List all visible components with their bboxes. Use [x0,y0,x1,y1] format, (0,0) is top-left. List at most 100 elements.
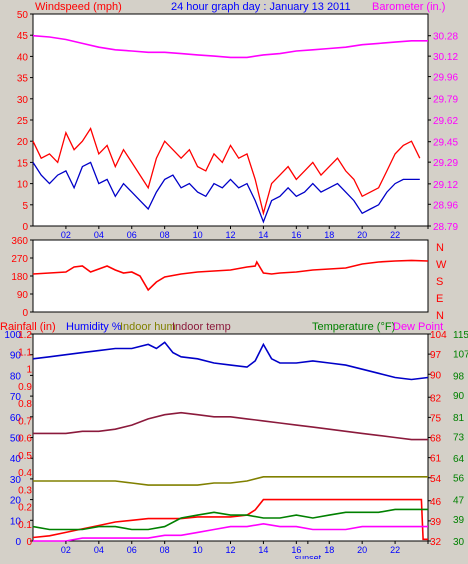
baro-y-tick-label: 29.79 [433,94,458,105]
climate-x-label: 08 [160,545,170,555]
dew-point-label: Dew Point [393,321,443,333]
wind-x-label: 04 [94,230,104,240]
rain-y-tick-label: 0.7 [18,416,32,427]
dir-y-tick-label: 90 [17,290,29,301]
rain-y-tick-label: 1.1 [18,347,32,358]
hum-y-tick-label: 40 [10,454,22,465]
sunset-label: sunset [295,553,322,559]
rain-y-tick-label: 1 [26,365,32,376]
wind-x-label: 22 [390,230,400,240]
compass-label: W [436,259,447,271]
temp-y-tick-label: 82 [430,393,442,404]
temp-y-tick-label: 104 [430,330,447,341]
wind-y-tick-label: 5 [22,201,28,212]
dir-y-tick-label: 180 [11,272,28,283]
climate-x-label: 20 [357,545,367,555]
wind-x-label: 20 [357,230,367,240]
wind-y-tick-label: 10 [17,180,29,191]
rain-y-tick-label: 1.2 [18,330,32,341]
compass-label: N [436,310,444,322]
temp-y-tick-label: 61 [430,454,442,465]
wind-y-tick-label: 45 [17,31,29,42]
temp-y-tick-label: 68 [430,434,442,445]
baro-y-tick-label: 29.29 [433,158,458,169]
baro-y-tick-label: 30.28 [433,32,458,43]
barometer-axis-label: Barometer (in.) [372,1,445,13]
wind-y-tick-label: 20 [17,137,29,148]
rain-y-tick-label: 0.2 [18,503,32,514]
compass-label: E [436,293,443,305]
outer-y-tick-label: 98 [453,371,465,382]
wind-x-label: 14 [258,230,268,240]
series-gust [32,126,421,216]
outer-y-tick-label: 64 [453,454,465,465]
climate-x-label: 14 [258,545,268,555]
outer-y-tick-label: 73 [453,432,465,443]
outer-y-tick-label: 115 [453,330,468,341]
rain-y-tick-label: 0.8 [18,399,32,410]
outer-y-tick-label: 81 [453,413,465,424]
climate-x-label: 12 [225,545,235,555]
dir-y-tick-label: 270 [11,254,28,265]
wind-x-label: 18 [324,230,334,240]
dir-y-tick-label: 360 [11,236,28,247]
climate-x-label: 18 [324,545,334,555]
rain-y-tick-label: 0.3 [18,485,32,496]
climate-x-label: 16 [291,545,301,555]
baro-y-tick-label: 28.79 [433,222,458,233]
series-baro [32,34,428,59]
baro-y-tick-label: 30.12 [433,52,458,63]
series-indoor-temp [33,411,428,441]
humidity-axis-label: Humidity % [66,321,122,333]
compass-label: N [436,242,444,254]
rainfall-axis-label: Rainfall (in) [0,321,56,333]
wind-plot-area [32,13,429,227]
baro-y-tick-label: 29.62 [433,116,458,127]
chart-title: 24 hour graph day : January 13 2011 [171,1,351,13]
outer-y-tick-label: 107 [453,349,468,360]
temp-y-tick-label: 90 [430,370,442,381]
rain-y-tick-label: 0.9 [18,382,32,393]
wind-y-tick-label: 35 [17,74,29,85]
temp-y-tick-label: 32 [430,537,442,548]
wind-y-tick-label: 25 [17,116,29,127]
rain-y-tick-label: 0.6 [18,434,32,445]
wind-y-tick-label: 50 [17,10,29,21]
dir-y-tick-label: 0 [22,308,28,319]
outer-y-tick-label: 90 [453,391,465,402]
rain-y-tick-label: 0.5 [18,451,32,462]
wind-x-label: 10 [193,230,203,240]
temp-y-tick-label: 46 [430,497,442,508]
wind-y-tick-label: 40 [17,52,29,63]
hum-y-tick-label: 70 [10,392,22,403]
climate-x-label: 10 [193,545,203,555]
rain-y-tick-label: 0 [26,537,32,548]
temp-y-tick-label: 39 [430,517,442,528]
baro-y-tick-label: 29.45 [433,138,458,149]
wind-x-label: 16 [291,230,301,240]
temperature-axis-label: Temperature (°F) [312,321,395,333]
wind-y-tick-label: 30 [17,95,29,106]
temp-y-tick-label: 97 [430,350,442,361]
series-avg [32,161,420,224]
climate-x-label: 22 [390,545,400,555]
wind-x-label: 08 [160,230,170,240]
wind-x-label: 02 [61,230,71,240]
climate-x-label: 02 [61,545,71,555]
compass-label: S [436,276,443,288]
wind-x-label: 12 [225,230,235,240]
windspeed-axis-label: Windspeed (mph) [35,1,122,13]
rain-y-tick-label: 0.1 [18,520,32,531]
climate-x-label: 06 [127,545,137,555]
wind-y-tick-label: 0 [22,222,28,233]
series-dir [32,259,429,292]
hum-y-tick-label: 60 [10,413,22,424]
hum-y-tick-label: 0 [15,537,21,548]
temp-y-tick-label: 75 [430,413,442,424]
baro-y-tick-label: 29.12 [433,180,458,191]
wind-x-label: 06 [127,230,137,240]
rain-y-tick-label: 0.4 [18,468,32,479]
baro-y-tick-label: 28.96 [433,200,458,211]
